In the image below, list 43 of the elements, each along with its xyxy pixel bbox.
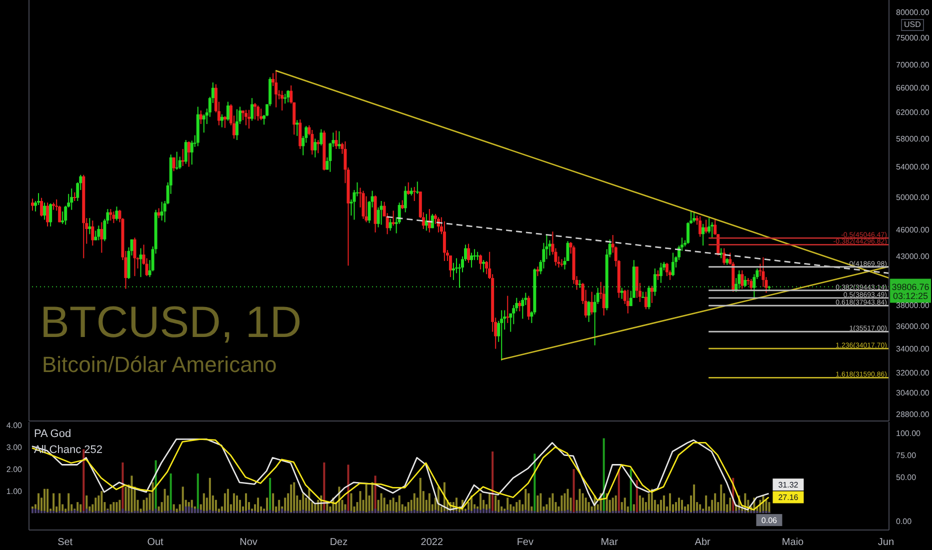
- y-tick-label: 80000.00: [896, 8, 930, 17]
- x-tick-label: Set: [58, 537, 73, 548]
- y-tick-label: 70000.00: [896, 60, 930, 70]
- text: USD: [901, 19, 924, 31]
- y2-tick-label: 50.00: [896, 472, 917, 482]
- x-tick-label: Jun: [878, 537, 894, 548]
- data-label: 31.32: [778, 480, 799, 490]
- y2-tick-label: 0.00: [896, 517, 912, 526]
- y-tick-label: 54000.00: [896, 162, 930, 172]
- x-tick-label: Mar: [600, 537, 619, 548]
- y-tick-label: 2.00: [6, 464, 23, 474]
- x-tick-label: Dez: [330, 537, 348, 548]
- y-tick-label: 3.00: [6, 442, 23, 452]
- y-tick-label: 58000.00: [896, 134, 930, 144]
- y-tick-label: 50000.00: [896, 192, 930, 202]
- x-tick-label: Maio: [782, 537, 804, 548]
- ref-line-label: 39806.76: [892, 282, 930, 292]
- y-tick-label: 28800.00: [896, 410, 930, 419]
- text: BTCUSD, 1D: [40, 298, 302, 348]
- x-tick-label: Fev: [516, 537, 534, 548]
- y-tick-label: 4.00: [6, 420, 23, 430]
- y-tick-label: 36000.00: [896, 322, 930, 332]
- y-tick-label: 30400.00: [896, 388, 930, 398]
- y-tick-label: 1.00: [6, 486, 23, 496]
- y-tick-label: 75000.00: [896, 33, 930, 42]
- y2-tick-label: 75.00: [896, 450, 917, 460]
- y-tick-label: 38000.00: [896, 300, 930, 310]
- y-tick-label: 46000.00: [896, 226, 930, 235]
- x-tick-label: 2022: [420, 537, 444, 548]
- y2-tick-label: 100.00: [896, 428, 922, 438]
- text: Bitcoin/Dólar Americano: [42, 352, 277, 378]
- y-tick-label: 62000.00: [896, 108, 930, 118]
- text: PA God: [34, 428, 72, 440]
- y-tick-label: 32000.00: [896, 368, 930, 378]
- y-tick-label: 66000.00: [896, 84, 930, 93]
- text: 03:12:25: [893, 291, 928, 302]
- y-tick-label: 43000.00: [896, 252, 930, 262]
- y-tick-label: 34000.00: [896, 344, 930, 354]
- x-tick-label: Out: [147, 537, 164, 548]
- x-tick-label: Abr: [694, 537, 712, 548]
- data-label: 0.06: [761, 516, 778, 526]
- x-tick-label: Nov: [240, 537, 258, 548]
- data-label: 27.16: [778, 493, 799, 502]
